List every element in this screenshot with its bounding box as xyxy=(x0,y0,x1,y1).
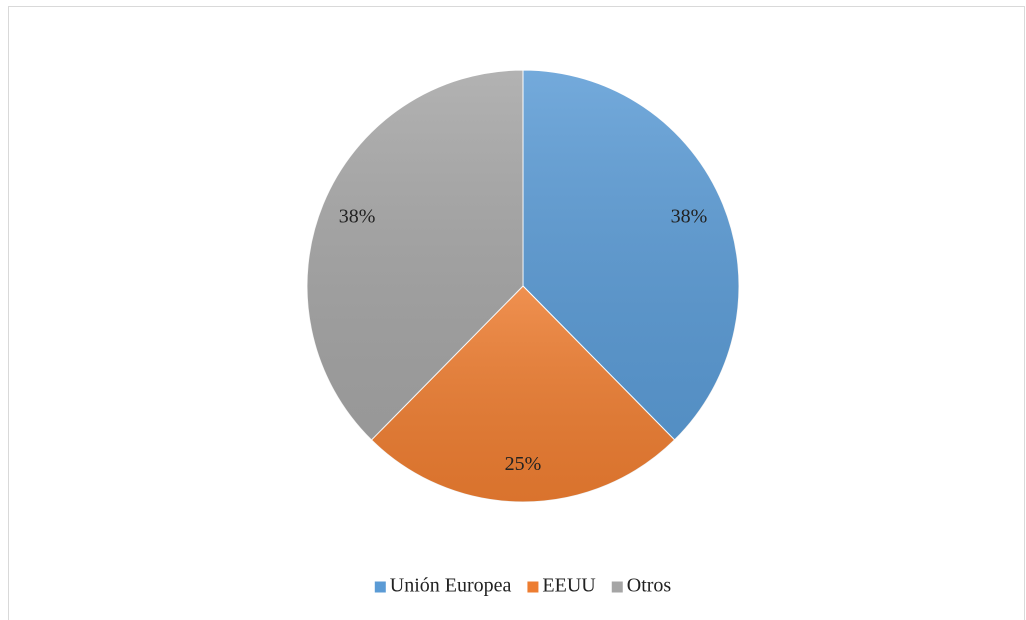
legend-label: Unión Europea xyxy=(390,575,512,597)
legend-swatch xyxy=(374,581,386,593)
data-label: 25% xyxy=(505,453,542,475)
legend-swatch xyxy=(611,581,623,593)
legend-swatch xyxy=(527,581,539,593)
legend-label: Otros xyxy=(627,575,672,597)
data-label: 38% xyxy=(671,206,708,228)
legend-label: EEUU xyxy=(542,575,596,597)
chart-frame xyxy=(8,6,1025,620)
data-label: 38% xyxy=(339,206,376,228)
